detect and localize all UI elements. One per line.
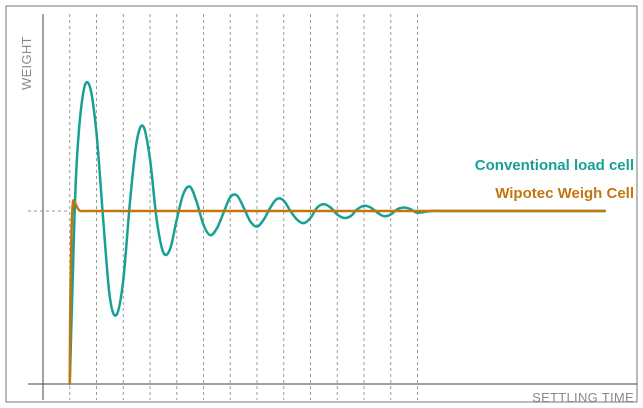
- series-wipotec-weigh-cell: [68, 199, 606, 386]
- x-axis-label: SETTLING TIME: [532, 390, 634, 405]
- chart-frame: [5, 5, 638, 403]
- series-conventional-load-cell: [68, 80, 606, 386]
- y-axis-label: WEIGHT: [19, 36, 34, 90]
- axes-layer: [28, 14, 637, 400]
- legend-wipotec-weigh-cell: Wipotec Weigh Cell: [495, 185, 634, 202]
- legend-conventional-load-cell: Conventional load cell: [475, 157, 634, 174]
- series-layer: [68, 80, 606, 386]
